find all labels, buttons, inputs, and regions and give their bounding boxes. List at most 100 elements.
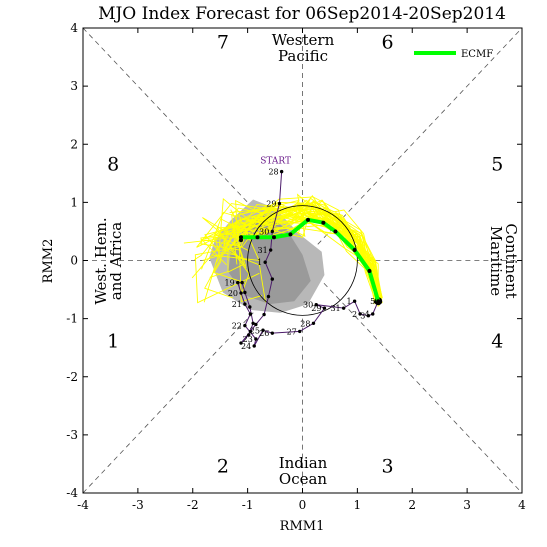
observed-day-label: 29 bbox=[311, 304, 321, 313]
observed-point bbox=[270, 277, 275, 281]
observed-day-label: 20 bbox=[228, 289, 238, 298]
region-right-line2: Continent bbox=[502, 223, 520, 298]
x-tick-label: 3 bbox=[463, 498, 471, 512]
observed-point bbox=[270, 331, 275, 335]
observed-point bbox=[322, 306, 327, 310]
observed-point bbox=[270, 229, 275, 234]
unit-circle bbox=[247, 205, 358, 316]
y-tick-label: -1 bbox=[66, 312, 78, 326]
observed-point bbox=[266, 294, 271, 299]
ensemble-mean-track bbox=[239, 217, 381, 304]
observed-point bbox=[247, 333, 251, 337]
ensemble-mean-point bbox=[255, 235, 260, 240]
region-bottom-line1: Indian bbox=[279, 454, 328, 472]
y-tick-label: 4 bbox=[70, 21, 78, 35]
observed-point bbox=[243, 323, 247, 328]
x-tick-label: -1 bbox=[242, 498, 254, 512]
observed-day-label: 1 bbox=[257, 258, 262, 267]
y-axis-label: RMM2 bbox=[41, 239, 56, 284]
y-tick-label: -3 bbox=[66, 428, 78, 442]
region-left-line2: and Africa bbox=[107, 222, 125, 300]
observed-point bbox=[239, 291, 243, 295]
observed-point bbox=[341, 306, 346, 310]
ensemble-member-path bbox=[196, 203, 378, 298]
legend-label: ECMF bbox=[461, 49, 493, 60]
observed-point bbox=[277, 201, 282, 206]
observed-day-label: 31 bbox=[330, 304, 340, 313]
observed-day-label: 28 bbox=[268, 168, 278, 177]
observed-day-label: 23 bbox=[243, 335, 253, 344]
x-tick-label: 1 bbox=[354, 498, 362, 512]
ensemble-mean-point bbox=[367, 268, 372, 273]
observed-point bbox=[263, 260, 267, 264]
observed-point bbox=[236, 280, 240, 285]
observed-point bbox=[252, 344, 256, 348]
observed-day-label: 29 bbox=[266, 200, 276, 209]
phase-number-7: 7 bbox=[217, 31, 229, 53]
observed-day-label: 4 bbox=[365, 310, 370, 319]
observed-point bbox=[251, 321, 255, 325]
x-tick-label: -4 bbox=[77, 498, 89, 512]
observed-day-label: 22 bbox=[232, 322, 242, 331]
x-tick-label: 4 bbox=[518, 498, 526, 512]
ensemble-mean-point bbox=[271, 235, 276, 240]
ensemble-mean-point bbox=[239, 235, 244, 240]
observed-day-label: 28 bbox=[300, 319, 310, 328]
observed-day-label: 24 bbox=[241, 342, 251, 351]
observed-point bbox=[358, 312, 362, 316]
observed-point bbox=[314, 302, 318, 307]
observed-point bbox=[243, 302, 247, 306]
region-right-line1: Maritime bbox=[487, 226, 505, 296]
chart-title: MJO Index Forecast for 06Sep2014-20Sep20… bbox=[98, 4, 506, 24]
y-tick-label: -2 bbox=[66, 370, 78, 384]
ensemble-members bbox=[183, 193, 383, 307]
observed-day-label: 1 bbox=[347, 297, 352, 306]
observed-point bbox=[254, 337, 258, 341]
observed-point bbox=[311, 321, 316, 325]
start-label: START bbox=[260, 157, 291, 167]
phase-number-1: 1 bbox=[107, 331, 119, 353]
x-tick-label: 0 bbox=[299, 498, 307, 512]
observed-point bbox=[279, 169, 284, 174]
observed-day-label: 27 bbox=[287, 327, 297, 336]
phase-number-5: 5 bbox=[491, 153, 503, 175]
observed-point bbox=[243, 290, 247, 295]
ensemble-mean-point bbox=[305, 217, 310, 222]
observed-point bbox=[239, 341, 243, 345]
ensemble-mean-point bbox=[239, 238, 244, 243]
observed-day-label: 19 bbox=[225, 279, 235, 288]
y-tick-label: -4 bbox=[66, 486, 78, 500]
observed-point bbox=[352, 299, 357, 303]
ensemble-mean-point bbox=[352, 248, 357, 253]
observed-day-label: 5 bbox=[370, 297, 375, 306]
observed-point bbox=[248, 312, 253, 316]
observed-day-label: 31 bbox=[257, 246, 267, 255]
ensemble-mean-point bbox=[376, 299, 381, 304]
x-tick-label: -3 bbox=[132, 498, 144, 512]
region-left-line1: West. Hem. bbox=[92, 217, 110, 304]
observed-point bbox=[371, 312, 375, 316]
x-axis-label: RMM1 bbox=[280, 519, 325, 534]
phase-number-2: 2 bbox=[217, 456, 229, 478]
observed-day-label: 21 bbox=[232, 300, 242, 309]
x-tick-label: 2 bbox=[408, 498, 416, 512]
ensemble-mean-point bbox=[333, 229, 338, 234]
observed-day-label: 3 bbox=[360, 312, 365, 321]
observed-day-label: 2 bbox=[352, 310, 357, 319]
observed-point bbox=[248, 305, 252, 309]
ensemble-member-path bbox=[235, 193, 383, 299]
observed-point bbox=[298, 329, 302, 334]
x-axis: -4 -3 -2 -1 0 1 2 3 4 bbox=[77, 28, 526, 512]
observed-point bbox=[254, 322, 258, 327]
ensemble-mean-point bbox=[288, 232, 293, 237]
observed-point bbox=[262, 312, 266, 317]
region-bottom-line2: Ocean bbox=[279, 470, 328, 488]
y-tick-label: 3 bbox=[70, 79, 78, 93]
ensemble-member-path bbox=[220, 204, 377, 300]
ensemble-mean-point bbox=[321, 220, 326, 225]
observed-day-label: 30 bbox=[259, 227, 269, 236]
